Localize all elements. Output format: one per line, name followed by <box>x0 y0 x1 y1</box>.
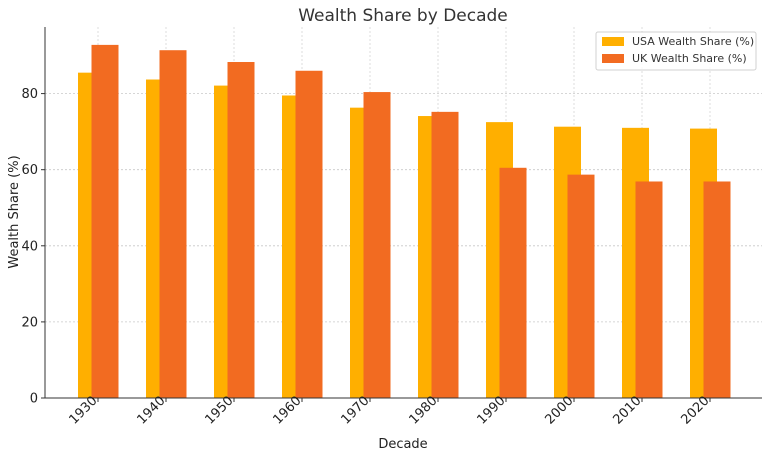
y-tick-label: 80 <box>21 87 38 102</box>
legend-swatch-uk <box>602 54 624 63</box>
bar-uk-1940 <box>159 50 187 399</box>
x-tick-label: 1960 <box>271 394 305 428</box>
x-axis-label: Decade <box>378 437 427 452</box>
x-tick-label: 1980 <box>407 394 441 428</box>
y-axis-label: Wealth Share (%) <box>7 155 22 268</box>
legend-label-uk: UK Wealth Share (%) <box>632 52 747 65</box>
bar-uk-1930 <box>91 44 119 399</box>
legend-swatch-usa <box>602 37 624 46</box>
x-tick-label: 2000 <box>543 394 577 428</box>
x-tick-label: 1990 <box>475 394 509 428</box>
y-tick-label: 60 <box>21 163 38 178</box>
bars <box>78 44 731 399</box>
y-tick-label: 20 <box>21 315 38 330</box>
x-tick-label: 1950 <box>203 394 237 428</box>
x-tick-label: 1940 <box>135 394 169 428</box>
x-tick-label: 1970 <box>339 394 373 428</box>
bar-uk-2010 <box>635 181 663 398</box>
y-tick-label: 40 <box>21 239 38 254</box>
bar-uk-2020 <box>703 181 731 398</box>
x-tick-label: 1930 <box>67 394 101 428</box>
bar-uk-1960 <box>295 70 323 398</box>
legend-box <box>595 31 757 71</box>
x-tick-label: 2010 <box>611 394 645 428</box>
legend: USA Wealth Share (%) UK Wealth Share (%) <box>595 31 757 71</box>
x-tick-label: 2020 <box>679 394 713 428</box>
chart-title: Wealth Share by Decade <box>298 6 508 26</box>
legend-label-usa: USA Wealth Share (%) <box>632 35 754 48</box>
bar-uk-1970 <box>363 92 391 399</box>
y-tick-label: 0 <box>30 392 38 407</box>
bar-uk-1980 <box>431 111 459 398</box>
bar-uk-2000 <box>567 174 595 398</box>
bar-uk-1950 <box>227 62 255 399</box>
bar-uk-1990 <box>499 167 527 398</box>
